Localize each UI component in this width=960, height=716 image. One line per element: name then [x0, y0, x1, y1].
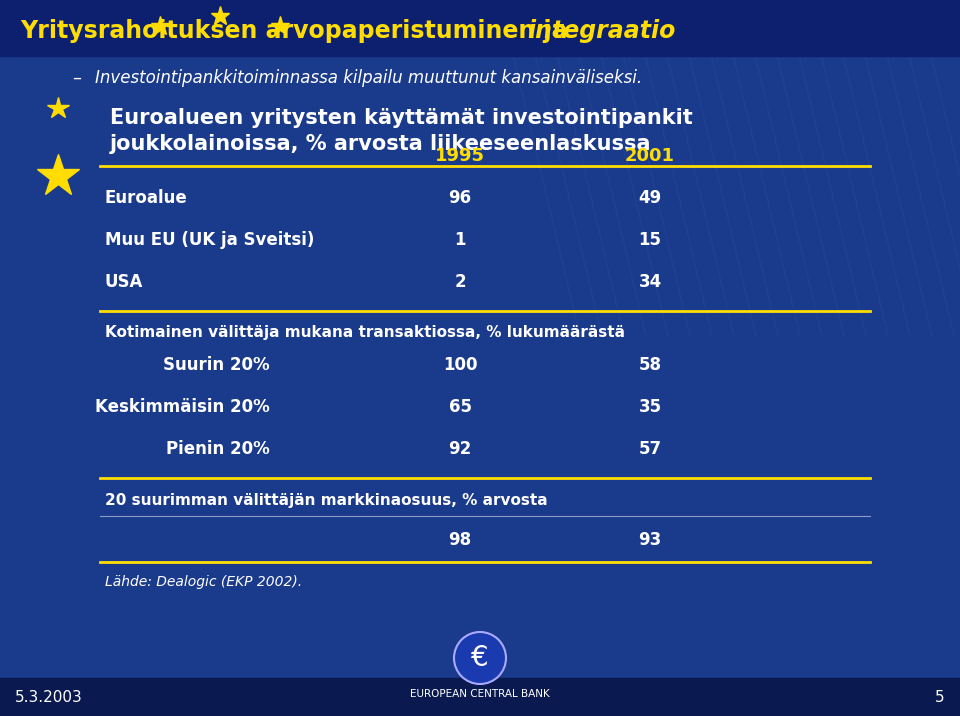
- Text: Euroalue: Euroalue: [105, 189, 188, 207]
- Text: Yritysrahoituksen arvopaperistuminen ja: Yritysrahoituksen arvopaperistuminen ja: [20, 19, 576, 43]
- Text: integraatio: integraatio: [527, 19, 676, 43]
- Text: 92: 92: [448, 440, 471, 458]
- Text: Kotimainen välittäja mukana transaktiossa, % lukumäärästä: Kotimainen välittäja mukana transaktioss…: [105, 326, 625, 341]
- Text: 34: 34: [638, 273, 661, 291]
- Text: –: –: [72, 69, 81, 87]
- Text: €: €: [471, 644, 489, 672]
- Text: 93: 93: [638, 531, 661, 549]
- Text: Euroalueen yritysten käyttämät investointipankit: Euroalueen yritysten käyttämät investoin…: [110, 108, 693, 128]
- Text: 98: 98: [448, 531, 471, 549]
- Text: 5.3.2003: 5.3.2003: [15, 690, 83, 705]
- Text: 57: 57: [638, 440, 661, 458]
- Bar: [0, 678, 960, 716]
- Text: 5: 5: [935, 690, 945, 705]
- Text: 58: 58: [638, 356, 661, 374]
- Text: 35: 35: [638, 398, 661, 416]
- Bar: [0, 0, 960, 56]
- Text: Lähde: Dealogic (EKP 2002).: Lähde: Dealogic (EKP 2002).: [105, 575, 302, 589]
- Text: 2001: 2001: [625, 147, 675, 165]
- Text: 20 suurimman välittäjän markkinaosuus, % arvosta: 20 suurimman välittäjän markkinaosuus, %…: [105, 493, 547, 508]
- Text: joukkolainoissa, % arvosta liikeeseenlaskussa: joukkolainoissa, % arvosta liikeeseenlas…: [110, 134, 652, 154]
- Text: 49: 49: [638, 189, 661, 207]
- Text: 2: 2: [454, 273, 466, 291]
- Text: Muu EU (UK ja Sveitsi): Muu EU (UK ja Sveitsi): [105, 231, 314, 249]
- Circle shape: [454, 632, 506, 684]
- Text: 1: 1: [454, 231, 466, 249]
- Text: Suurin 20%: Suurin 20%: [163, 356, 270, 374]
- Text: 15: 15: [638, 231, 661, 249]
- Text: 65: 65: [448, 398, 471, 416]
- Text: Keskimmäisin 20%: Keskimmäisin 20%: [95, 398, 270, 416]
- Text: Investointipankkitoiminnassa kilpailu muuttunut kansainväliseksi.: Investointipankkitoiminnassa kilpailu mu…: [95, 69, 642, 87]
- Text: USA: USA: [105, 273, 143, 291]
- Text: 1995: 1995: [435, 147, 485, 165]
- Text: Pienin 20%: Pienin 20%: [166, 440, 270, 458]
- Text: EUROPEAN CENTRAL BANK: EUROPEAN CENTRAL BANK: [410, 689, 550, 699]
- Text: 96: 96: [448, 189, 471, 207]
- Text: 100: 100: [443, 356, 477, 374]
